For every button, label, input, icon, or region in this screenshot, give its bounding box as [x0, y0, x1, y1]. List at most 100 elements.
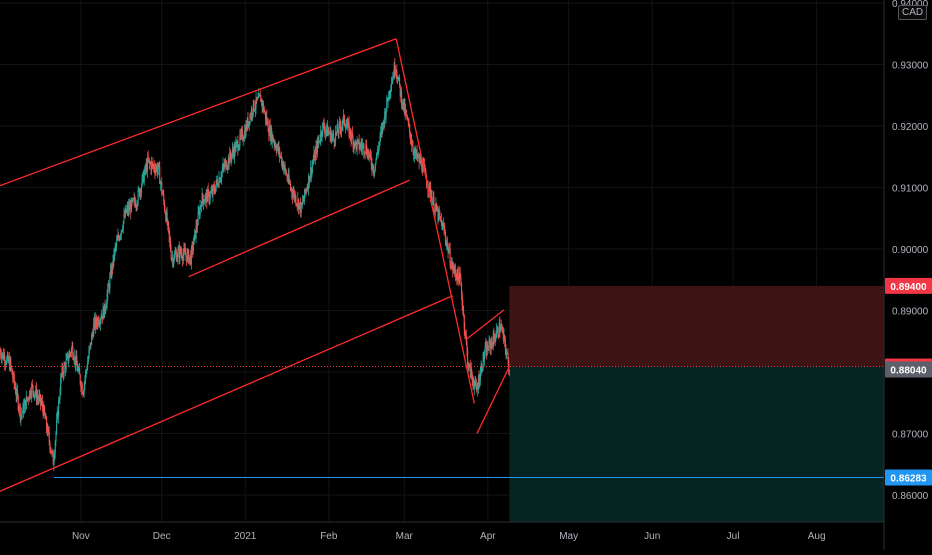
- candle-body: [404, 102, 406, 115]
- x-tick-label: 2021: [234, 531, 257, 542]
- candle-body: [368, 154, 370, 157]
- candle-body: [240, 133, 242, 136]
- candle-body: [204, 200, 206, 202]
- candle-body: [463, 309, 465, 315]
- candle-body: [238, 148, 240, 151]
- candle-body: [438, 210, 440, 220]
- candle-body: [150, 163, 152, 170]
- candle-body: [410, 139, 412, 142]
- candle-body: [134, 202, 137, 207]
- candle-body: [60, 378, 62, 395]
- price-label-text: 0.89400: [890, 282, 927, 293]
- candle-body: [206, 192, 208, 203]
- candle-body: [77, 369, 79, 372]
- candle-body: [460, 276, 462, 284]
- candle-body: [483, 353, 485, 360]
- candle-body: [103, 307, 105, 318]
- x-tick-label: Mar: [396, 531, 414, 542]
- candle-body: [310, 167, 312, 175]
- candle-body: [39, 394, 42, 404]
- candle-body: [31, 384, 33, 386]
- candle-body: [419, 157, 421, 163]
- candle-body: [63, 364, 65, 375]
- candle-body: [32, 385, 34, 392]
- candle-body: [395, 70, 397, 74]
- candle-body: [233, 145, 236, 158]
- y-tick-label: 0.91000: [892, 184, 929, 195]
- candle-body: [43, 406, 45, 416]
- candle-body: [94, 318, 96, 328]
- candle-body: [457, 268, 459, 277]
- candle-body: [413, 153, 415, 156]
- candle-body: [143, 173, 145, 183]
- candle-body: [436, 209, 438, 211]
- candle-body: [364, 152, 366, 154]
- candle-body: [420, 160, 422, 164]
- candle-body: [130, 199, 132, 213]
- candle-body: [89, 342, 91, 347]
- candle-body: [118, 235, 120, 238]
- candle-body: [360, 143, 362, 147]
- candle-body: [448, 248, 451, 252]
- candle-body: [298, 203, 300, 211]
- currency-unit-badge: CAD: [898, 5, 928, 20]
- candle-body: [341, 125, 343, 128]
- candle-body: [387, 100, 389, 102]
- candle-body: [246, 124, 248, 130]
- candle-body: [140, 185, 143, 193]
- candle-body: [162, 193, 164, 195]
- candle-body: [161, 182, 163, 193]
- candle-body: [238, 145, 240, 149]
- candle-body: [349, 128, 351, 136]
- candle-body: [66, 356, 68, 360]
- candle-body: [322, 122, 325, 124]
- candle-body: [231, 149, 234, 155]
- candle-body: [357, 139, 360, 141]
- candle-body: [295, 195, 297, 204]
- candle-body: [4, 363, 6, 365]
- candle-body: [276, 147, 278, 152]
- candle-body: [113, 254, 115, 260]
- candle-body: [388, 91, 390, 101]
- candle-body: [56, 420, 58, 433]
- candle-body: [390, 83, 393, 90]
- candle-body: [47, 427, 49, 434]
- candle-body: [421, 169, 424, 173]
- candle-body: [242, 139, 244, 141]
- candle-body: [160, 181, 162, 183]
- candle-body: [305, 190, 307, 193]
- candle-body: [24, 400, 26, 405]
- candle-body: [51, 450, 53, 454]
- candle-body: [487, 349, 490, 351]
- candle-body: [374, 163, 376, 171]
- candle-body: [301, 203, 303, 205]
- candle-body: [270, 127, 272, 139]
- candle-body: [149, 163, 151, 164]
- candle-body: [79, 368, 81, 375]
- candle-body: [252, 113, 254, 115]
- candle-body: [75, 356, 77, 366]
- candle-body: [454, 270, 457, 276]
- candle-body: [17, 395, 19, 409]
- trendline: [0, 38, 397, 187]
- y-tick-label: 0.92000: [892, 122, 929, 133]
- candle-body: [283, 167, 285, 170]
- candle-body: [147, 157, 149, 171]
- candle-body: [369, 151, 371, 155]
- candle-body: [285, 168, 287, 174]
- candle-body: [114, 249, 116, 260]
- candle-body: [202, 193, 204, 200]
- candle-body: [422, 163, 424, 173]
- candle-body: [306, 190, 308, 192]
- candle-body: [392, 76, 395, 78]
- candle-body: [421, 160, 423, 170]
- candle-body: [500, 326, 502, 329]
- candle-body: [415, 150, 417, 156]
- candle-body: [316, 141, 318, 154]
- candle-body: [163, 194, 165, 202]
- candle-body: [197, 212, 199, 225]
- candle-body: [469, 364, 471, 377]
- candle-body: [161, 192, 163, 194]
